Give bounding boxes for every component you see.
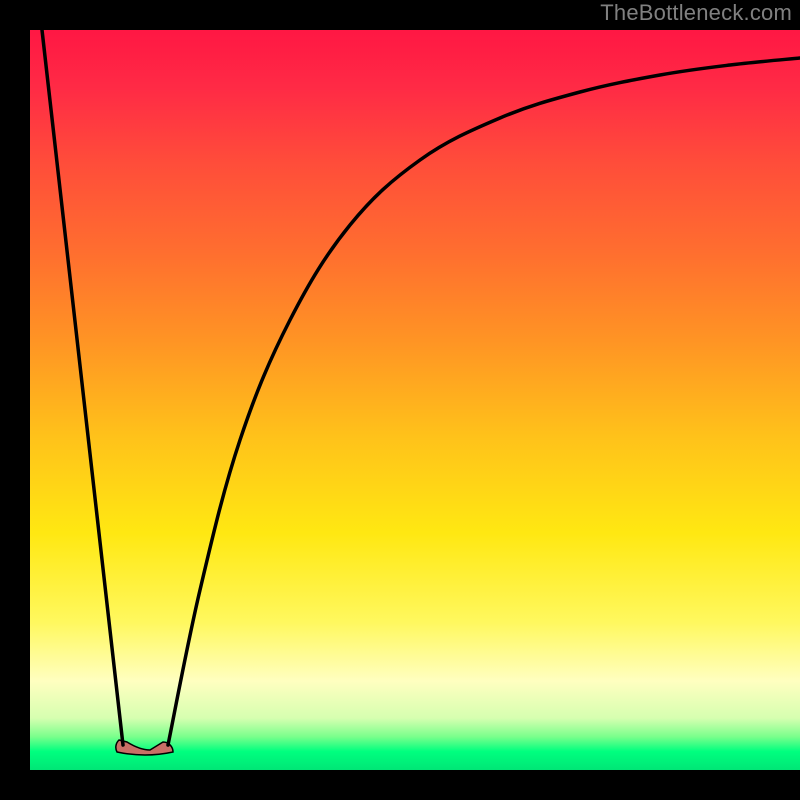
chart-container: TheBottleneck.com — [0, 0, 800, 800]
gradient-background — [30, 30, 800, 770]
bottleneck-chart — [0, 0, 800, 800]
watermark-text: TheBottleneck.com — [600, 0, 792, 26]
